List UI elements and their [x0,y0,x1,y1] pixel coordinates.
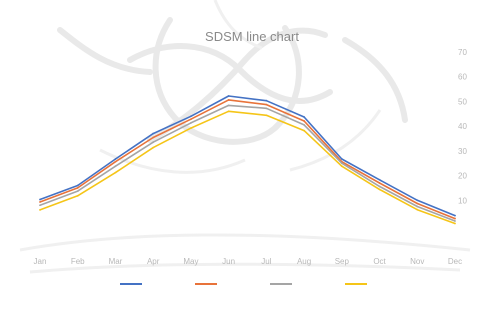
data-point [416,202,419,205]
x-tick-label: Jun [222,257,235,266]
data-point [76,190,79,193]
series-layer [39,95,456,225]
data-point [265,99,268,102]
data-point [340,158,343,160]
data-point [227,110,230,113]
data-point [303,124,305,126]
data-point [303,120,305,122]
data-point [152,132,155,135]
data-point [265,107,268,110]
y-tick-label: 50 [458,97,467,106]
data-point [190,115,192,118]
x-tick-label: Feb [71,257,85,266]
data-point [340,162,343,165]
data-point [416,199,419,202]
data-point [454,214,456,217]
series-line-2 [39,99,456,220]
y-tick-label: 20 [458,172,467,181]
data-point [303,129,305,132]
x-tick-label: Jul [261,257,271,266]
data-point [454,222,456,225]
data-point [76,194,79,197]
data-point [76,187,79,189]
x-tick-label: Oct [373,257,386,266]
data-point [39,209,41,211]
y-tick-label: 60 [458,73,467,82]
y-axis-tick-labels: 10 20 30 40 50 60 70 [458,48,467,205]
data-point [152,136,155,139]
data-point [416,205,419,208]
data-point [378,182,381,184]
data-point [114,158,117,160]
x-tick-label: Jan [34,257,47,266]
data-point [114,160,117,163]
data-point [227,104,230,107]
y-tick-label: 70 [458,48,467,57]
data-point [303,116,305,118]
data-point [39,204,41,207]
x-tick-label: Nov [410,257,424,266]
x-tick-label: Mar [109,257,123,266]
x-tick-label: Apr [147,257,160,266]
data-point [454,217,456,220]
x-axis-tick-labels: Jan Feb Mar Apr May Jun Jul Aug Sep Oct Nov Dec [34,257,463,266]
data-point [39,201,41,203]
data-point [454,220,456,222]
y-tick-label: 40 [458,122,467,131]
data-point [265,103,268,106]
chart-title: SDSM line chart [205,29,299,44]
data-point [114,171,117,174]
data-point [190,122,192,124]
x-tick-label: Sep [335,257,350,266]
series-line-4 [39,110,456,225]
x-tick-label: May [183,257,198,266]
y-tick-label: 10 [458,196,467,205]
data-point [416,208,419,211]
data-point [378,185,381,188]
x-tick-label: Aug [297,257,311,266]
x-tick-label: Dec [448,257,462,266]
data-point [378,188,381,191]
data-point [152,141,155,144]
data-point [190,127,192,130]
series-line-1 [39,95,456,217]
data-point [227,99,230,101]
data-point [340,165,343,168]
data-point [378,178,381,181]
data-point [190,118,192,121]
data-point [152,146,155,149]
data-point [265,114,268,117]
data-point [114,165,117,168]
series-line-3 [39,104,456,222]
data-point [39,198,41,201]
data-point [227,95,230,97]
y-tick-label: 30 [458,147,467,156]
data-point [76,184,79,187]
